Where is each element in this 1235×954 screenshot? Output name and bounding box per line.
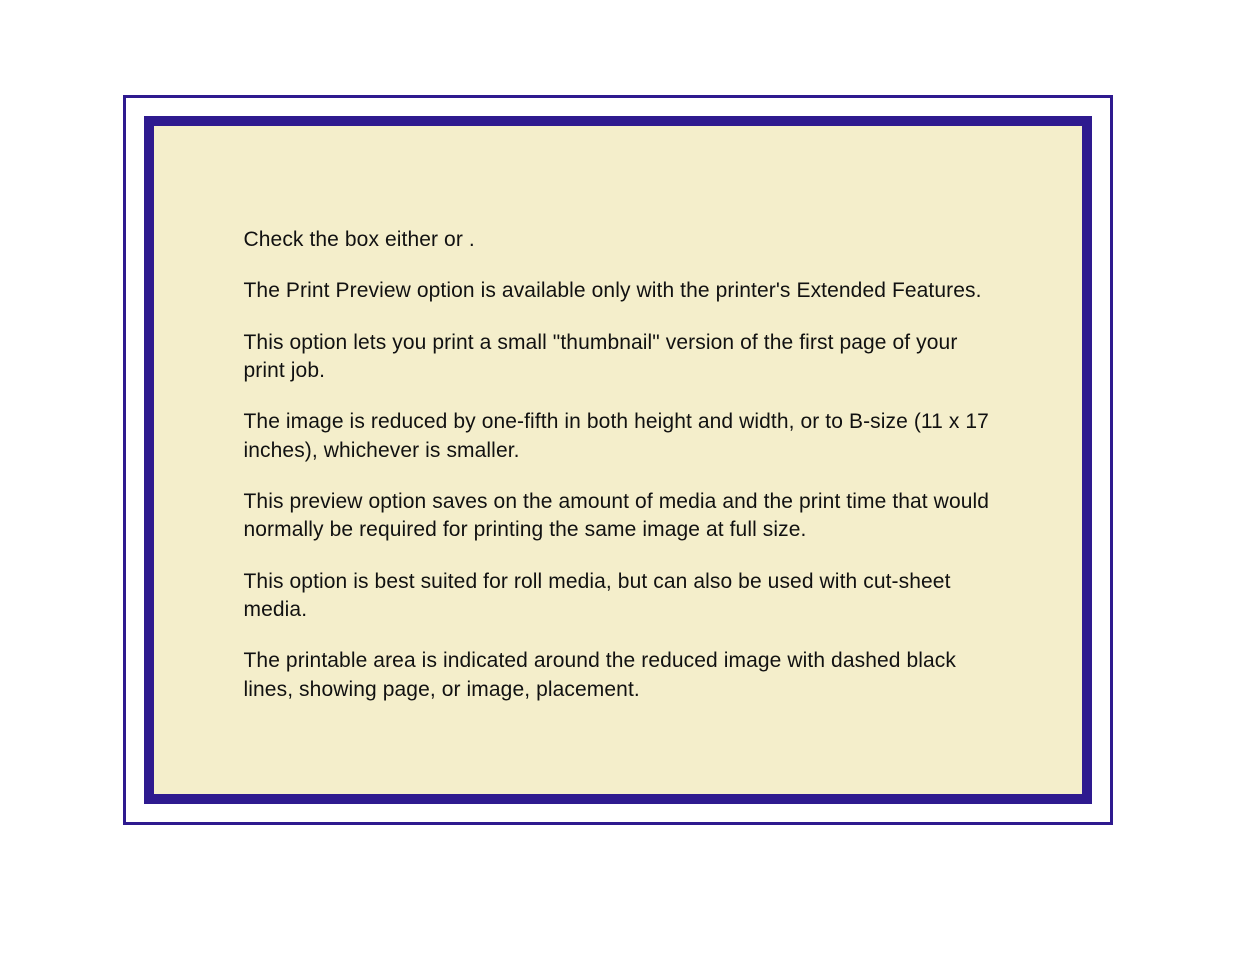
document-body: Check the box either or . The Print Prev…	[244, 226, 992, 704]
inner-content-panel: Check the box either or . The Print Prev…	[144, 116, 1092, 804]
paragraph-media-suitability: This option is best suited for roll medi…	[244, 568, 992, 625]
paragraph-thumbnail-description: This option lets you print a small "thum…	[244, 329, 992, 386]
paragraph-reduction-size: The image is reduced by one-fifth in bot…	[244, 408, 992, 465]
paragraph-media-savings: This preview option saves on the amount …	[244, 488, 992, 545]
paragraph-extended-features: The Print Preview option is available on…	[244, 277, 992, 305]
outer-border-frame: Check the box either or . The Print Prev…	[123, 95, 1113, 825]
paragraph-printable-area: The printable area is indicated around t…	[244, 647, 992, 704]
paragraph-checkbox-instruction: Check the box either or .	[244, 226, 992, 254]
